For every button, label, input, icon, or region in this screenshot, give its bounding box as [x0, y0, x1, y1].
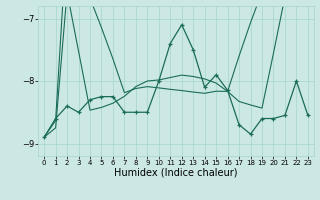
- X-axis label: Humidex (Indice chaleur): Humidex (Indice chaleur): [114, 168, 238, 178]
